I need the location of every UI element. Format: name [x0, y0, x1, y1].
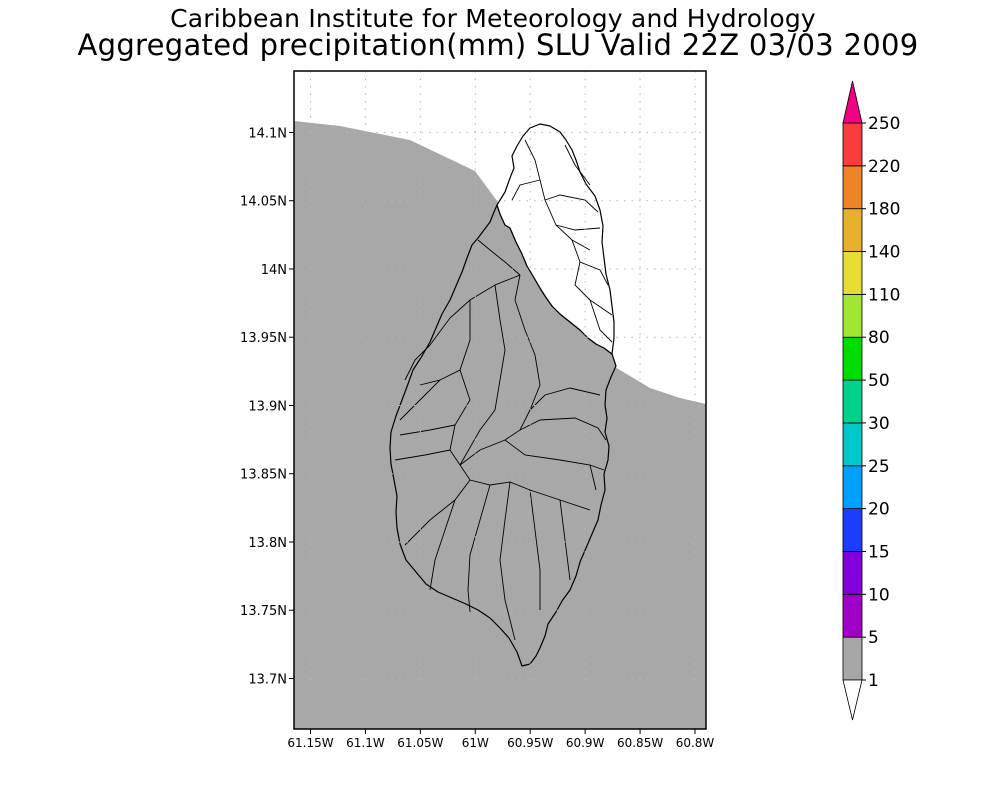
- legend-swatch: [842, 251, 863, 295]
- legend-label: 180: [868, 200, 900, 220]
- legend-label: 110: [868, 285, 900, 305]
- lat-tick-label: 13.8N: [248, 536, 287, 551]
- legend-label: 140: [868, 243, 900, 263]
- lat-tick-label: 14.05N: [240, 195, 287, 210]
- legend-swatch: [842, 122, 863, 167]
- lon-tick-label: 60.85W: [617, 736, 663, 750]
- longitude-axis: 61.15W 61.1W 61.05W 61W 60.95W 60.9W 60.85W 60.…: [287, 729, 714, 750]
- grid-lines: [294, 71, 706, 729]
- map-area: [294, 121, 706, 729]
- latitude-axis: 14.1N 14.05N 14N 13.95N 13.9N 13.85N 13.8N 13.7…: [240, 126, 294, 687]
- lat-tick-label: 13.9N: [248, 399, 287, 414]
- lon-tick-label: 60.95W: [507, 736, 553, 750]
- legend-swatch: [842, 165, 863, 210]
- map-frame: [293, 70, 707, 730]
- lat-tick-label: 13.75N: [240, 604, 287, 619]
- lat-tick-label: 14N: [261, 263, 287, 278]
- lat-tick-label: 14.1N: [248, 126, 287, 141]
- legend-label: 50: [868, 371, 890, 391]
- legend-label: 20: [868, 500, 890, 520]
- lon-tick-label: 60.9W: [566, 736, 605, 750]
- legend-bottom-arrow: [842, 679, 863, 721]
- lon-tick-label: 61W: [462, 736, 489, 750]
- lat-tick-label: 13.7N: [248, 672, 287, 687]
- legend-swatch: [842, 636, 863, 681]
- legend-swatch: [842, 208, 863, 252]
- legend-swatch: [842, 465, 863, 510]
- legend-swatch: [842, 508, 863, 552]
- legend-label: 5: [868, 628, 879, 648]
- legend-label: 1: [868, 671, 879, 691]
- lat-tick-label: 13.85N: [240, 468, 287, 483]
- legend-swatch: [842, 422, 863, 467]
- legend-label: 15: [868, 542, 890, 562]
- legend-label: 30: [868, 414, 890, 434]
- legend-label: 25: [868, 457, 890, 477]
- legend-swatch: [842, 593, 863, 638]
- legend-swatch: [842, 379, 863, 424]
- lat-tick-label: 13.95N: [240, 331, 287, 346]
- lon-tick-label: 60.8W: [676, 736, 715, 750]
- map-subtitle: Aggregated precipitation(mm) SLU Valid 2…: [77, 28, 919, 62]
- legend-label: 10: [868, 585, 890, 605]
- lon-tick-label: 61.1W: [346, 736, 385, 750]
- legend-label: 250: [868, 114, 900, 134]
- map-title: Caribbean Institute for Meteorology and …: [170, 4, 816, 33]
- legend-swatch: [842, 293, 863, 338]
- legend-label: 80: [868, 328, 890, 348]
- legend-swatch: [842, 336, 863, 381]
- legend-top-arrow: [842, 80, 863, 124]
- lon-tick-label: 61.15W: [287, 736, 333, 750]
- lon-tick-label: 61.05W: [397, 736, 443, 750]
- legend-swatch: [842, 551, 863, 595]
- legend-label: 220: [868, 157, 900, 177]
